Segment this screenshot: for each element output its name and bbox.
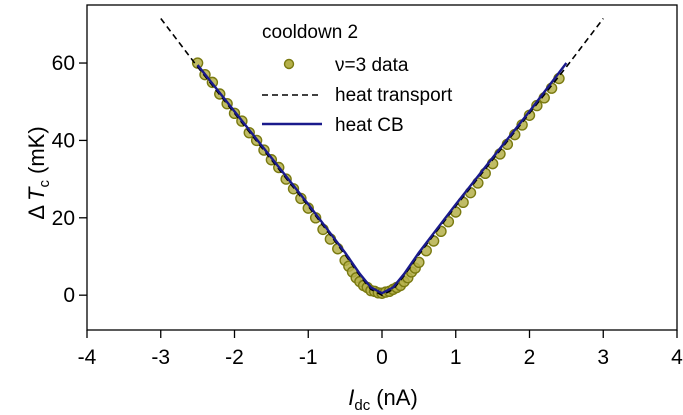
series-layer — [160, 18, 604, 299]
x-tick-label: 3 — [597, 346, 609, 369]
x-tick-label: 2 — [524, 346, 536, 369]
x-tick-label: -4 — [78, 346, 97, 369]
x-tick-label: -1 — [299, 346, 318, 369]
legend-entry-heat-transport: heat transport — [262, 85, 453, 106]
y-tick-label: 0 — [63, 284, 75, 307]
plot-area: -4 -3 -2 -1 0 1 2 3 4 0 20 40 60 — [52, 4, 683, 369]
legend-marker-data — [283, 58, 295, 70]
legend-label-data: ν=3 data — [335, 55, 409, 76]
y-axis-label: ΔTc (mK) — [24, 126, 53, 219]
y-label-prefix: Δ — [24, 205, 49, 220]
series-line-heat-transport — [160, 18, 604, 297]
x-tick-label: 0 — [376, 346, 388, 369]
y-tick-label: 20 — [52, 207, 75, 230]
plot-frame — [86, 4, 678, 331]
legend-label-heat-transport: heat transport — [335, 85, 453, 106]
legend-entry-data: ν=3 data — [283, 55, 409, 76]
series-line-heat-cb — [196, 62, 568, 295]
x-tick-label: 1 — [450, 346, 462, 369]
legend: cooldown 2 ν=3 data heat transport heat … — [262, 22, 453, 136]
x-label-subscript: dc — [354, 397, 370, 414]
x-label-unit: (nA) — [376, 385, 418, 410]
y-axis: 0 20 40 60 — [52, 52, 87, 307]
y-label-subscript: c — [36, 180, 53, 188]
x-tick-label: -2 — [225, 346, 244, 369]
y-label-symbol: T — [24, 186, 49, 201]
x-label-symbol: I — [348, 385, 354, 410]
x-tick-label: 4 — [671, 346, 683, 369]
legend-label-heat-cb: heat CB — [335, 115, 404, 136]
x-axis: -4 -3 -2 -1 0 1 2 3 4 — [78, 330, 683, 369]
y-tick-label: 60 — [52, 52, 75, 75]
svg-text:Idc(nA): Idc (nA) — [348, 385, 418, 414]
legend-title: cooldown 2 — [262, 22, 358, 43]
x-axis-label: Idc (nA) — [348, 385, 418, 414]
y-tick-label: 40 — [52, 129, 75, 152]
legend-entry-heat-cb: heat CB — [262, 115, 404, 136]
x-tick-label: -3 — [151, 346, 170, 369]
y-label-unit: (mK) — [24, 126, 49, 174]
svg-text:ΔTc(mK): ΔTc (mK) — [24, 126, 53, 219]
